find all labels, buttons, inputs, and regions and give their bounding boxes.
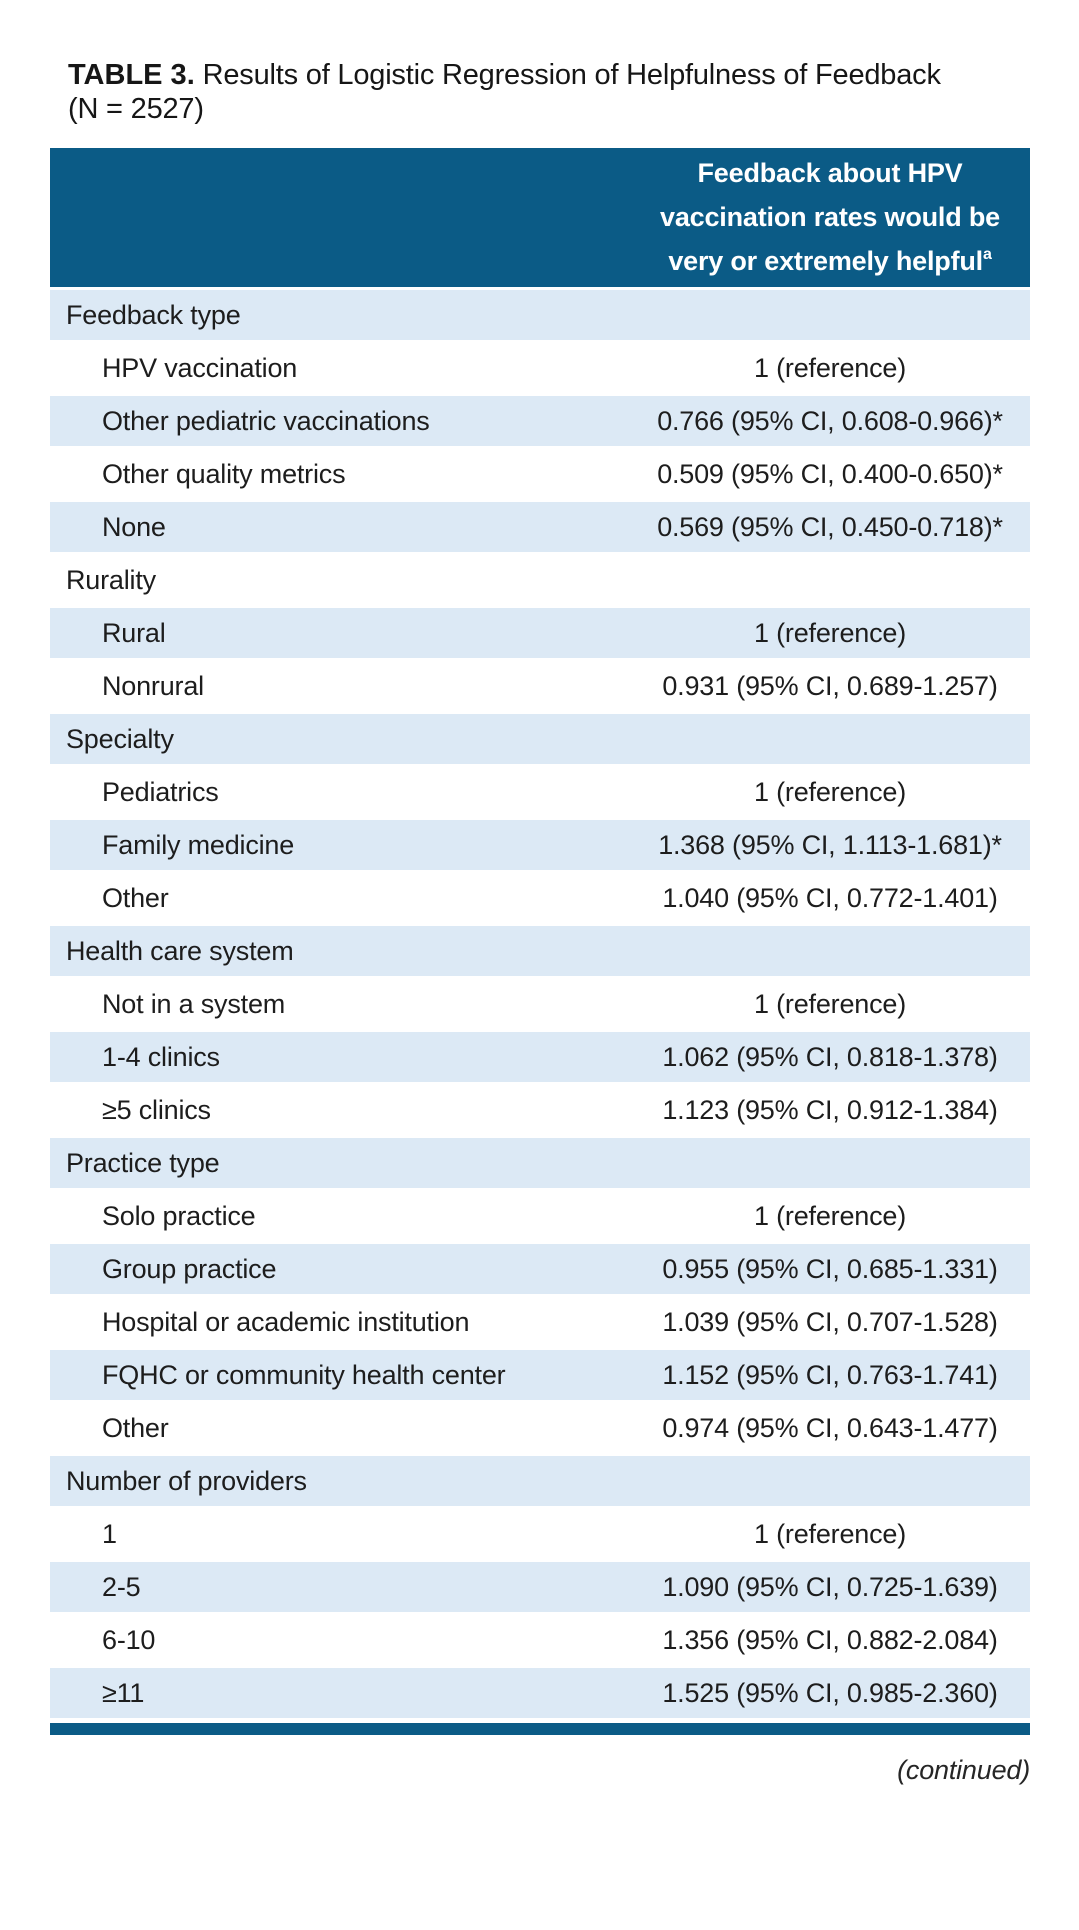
row-value: 0.569 (95% CI, 0.450-0.718)* bbox=[657, 511, 1003, 542]
table-row-section: Practice type bbox=[50, 1135, 1030, 1188]
header-footnote-mark: a bbox=[982, 246, 992, 263]
row-label: None bbox=[102, 511, 166, 542]
row-label: 1-4 clinics bbox=[102, 1041, 220, 1072]
row-label: Other bbox=[102, 882, 169, 913]
row-label: 6-10 bbox=[102, 1624, 156, 1655]
table-row: Pediatrics 1 (reference) bbox=[50, 764, 1030, 817]
table-row: Nonrural 0.931 (95% CI, 0.689-1.257) bbox=[50, 658, 1030, 711]
table-row-section: Feedback type bbox=[50, 287, 1030, 340]
row-label: FQHC or community health center bbox=[102, 1359, 506, 1390]
table-row-section: Health care system bbox=[50, 923, 1030, 976]
table-row: Rural 1 (reference) bbox=[50, 605, 1030, 658]
row-label: Rurality bbox=[66, 564, 156, 595]
page: TABLE 3. Results of Logistic Regression … bbox=[50, 58, 1030, 1786]
table-row-section: Specialty bbox=[50, 711, 1030, 764]
table-row: FQHC or community health center 1.152 (95… bbox=[50, 1347, 1030, 1400]
bottom-accent-bar bbox=[50, 1723, 1030, 1735]
table-title-n: (N = 2527) bbox=[68, 93, 204, 125]
row-value: 0.766 (95% CI, 0.608-0.966)* bbox=[657, 405, 1003, 436]
row-label: 2-5 bbox=[102, 1571, 141, 1602]
row-label: Practice type bbox=[66, 1147, 220, 1178]
row-label: Specialty bbox=[66, 723, 174, 754]
row-label: Group practice bbox=[102, 1253, 277, 1284]
row-label: Feedback type bbox=[66, 299, 241, 330]
continued-note: (continued) bbox=[897, 1755, 1030, 1785]
row-value: 0.931 (95% CI, 0.689-1.257) bbox=[662, 670, 998, 701]
row-value: 0.974 (95% CI, 0.643-1.477) bbox=[662, 1412, 998, 1443]
row-value: 1.123 (95% CI, 0.912-1.384) bbox=[662, 1094, 998, 1125]
table-row: 1 1 (reference) bbox=[50, 1506, 1030, 1559]
row-value: 1 (reference) bbox=[754, 988, 906, 1019]
row-label: Nonrural bbox=[102, 670, 204, 701]
row-label: HPV vaccination bbox=[102, 352, 298, 383]
table-title-text: Results of Logistic Regression of Helpfu… bbox=[194, 59, 941, 91]
row-label: Rural bbox=[102, 617, 166, 648]
table-row: Family medicine 1.368 (95% CI, 1.113-1.68… bbox=[50, 817, 1030, 870]
table-header-row: Feedback about HPV vaccination rates wou… bbox=[50, 148, 1030, 287]
row-value: 1.525 (95% CI, 0.985-2.360) bbox=[662, 1677, 998, 1708]
row-label: Other bbox=[102, 1412, 169, 1443]
row-label: Not in a system bbox=[102, 988, 286, 1019]
table-row: HPV vaccination 1 (reference) bbox=[50, 340, 1030, 393]
row-value: 1 (reference) bbox=[754, 617, 906, 648]
row-value: 1.039 (95% CI, 0.707-1.528) bbox=[662, 1306, 998, 1337]
table-row: Other 1.040 (95% CI, 0.772-1.401) bbox=[50, 870, 1030, 923]
row-label: 1 bbox=[102, 1518, 117, 1549]
row-label: Hospital or academic institution bbox=[102, 1306, 470, 1337]
header-line-1: Feedback about HPV bbox=[697, 158, 963, 188]
table-row: ≥5 clinics 1.123 (95% CI, 0.912-1.384) bbox=[50, 1082, 1030, 1135]
row-value: 0.509 (95% CI, 0.400-0.650)* bbox=[657, 458, 1003, 489]
table-row: 6-10 1.356 (95% CI, 0.882-2.084) bbox=[50, 1612, 1030, 1665]
row-value: 1.040 (95% CI, 0.772-1.401) bbox=[662, 882, 998, 913]
row-label: Family medicine bbox=[102, 829, 295, 860]
row-value: 1.062 (95% CI, 0.818-1.378) bbox=[662, 1041, 998, 1072]
row-label: ≥5 clinics bbox=[102, 1094, 211, 1125]
header-value-column: Feedback about HPV vaccination rates wou… bbox=[638, 148, 1030, 287]
row-value: 1 (reference) bbox=[754, 1200, 906, 1231]
row-value: 1 (reference) bbox=[754, 776, 906, 807]
table-number-label: TABLE 3. bbox=[68, 59, 195, 91]
row-value: 1 (reference) bbox=[754, 352, 906, 383]
row-label: Pediatrics bbox=[102, 776, 219, 807]
header-label-column bbox=[50, 148, 638, 287]
row-label: Number of providers bbox=[66, 1465, 307, 1496]
row-label: ≥11 bbox=[102, 1677, 145, 1708]
table-row: 2-5 1.090 (95% CI, 0.725-1.639) bbox=[50, 1559, 1030, 1612]
logistic-regression-table: Feedback about HPV vaccination rates wou… bbox=[50, 148, 1030, 1735]
row-value: 1.368 (95% CI, 1.113-1.681)* bbox=[658, 829, 1002, 860]
table-row: Other quality metrics 0.509 (95% CI, 0.40… bbox=[50, 446, 1030, 499]
row-label: Other quality metrics bbox=[102, 458, 346, 489]
header-line-2: vaccination rates would be bbox=[660, 202, 1000, 232]
table-row: ≥11 1.525 (95% CI, 0.985-2.360) bbox=[50, 1665, 1030, 1718]
table-row: Group practice 0.955 (95% CI, 0.685-1.331… bbox=[50, 1241, 1030, 1294]
row-value: 1 (reference) bbox=[754, 1518, 906, 1549]
table-row: Solo practice 1 (reference) bbox=[50, 1188, 1030, 1241]
table-row: Not in a system 1 (reference) bbox=[50, 976, 1030, 1029]
header-line-3: very or extremely helpful bbox=[668, 246, 983, 276]
table-row: 1-4 clinics 1.062 (95% CI, 0.818-1.378) bbox=[50, 1029, 1030, 1082]
table-row: Other pediatric vaccinations 0.766 (95% C… bbox=[50, 393, 1030, 446]
page-title: TABLE 3. Results of Logistic Regression … bbox=[68, 58, 1030, 126]
row-label: Solo practice bbox=[102, 1200, 256, 1231]
table-row: None 0.569 (95% CI, 0.450-0.718)* bbox=[50, 499, 1030, 552]
row-value: 0.955 (95% CI, 0.685-1.331) bbox=[662, 1253, 998, 1284]
table-row: Other 0.974 (95% CI, 0.643-1.477) bbox=[50, 1400, 1030, 1453]
row-label: Other pediatric vaccinations bbox=[102, 405, 430, 436]
row-value: 1.356 (95% CI, 0.882-2.084) bbox=[662, 1624, 998, 1655]
table-row-section: Number of providers bbox=[50, 1453, 1030, 1506]
table-body: Feedback type HPV vaccination 1 (reference… bbox=[50, 287, 1030, 1718]
table-row: Hospital or academic institution 1.039 (9… bbox=[50, 1294, 1030, 1347]
row-label: Health care system bbox=[66, 935, 294, 966]
table-row-section: Rurality bbox=[50, 552, 1030, 605]
row-value: 1.090 (95% CI, 0.725-1.639) bbox=[662, 1571, 998, 1602]
row-value: 1.152 (95% CI, 0.763-1.741) bbox=[662, 1359, 998, 1390]
